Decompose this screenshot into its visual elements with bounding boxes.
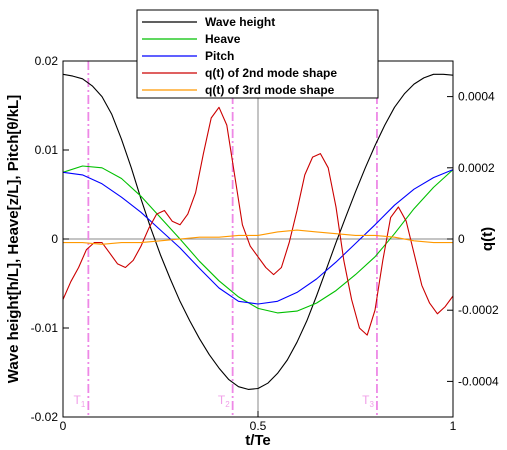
y-right-axis-title: q(t) <box>479 227 496 251</box>
series-line-5 <box>63 229 453 245</box>
y-left-tick-label-4: 0.02 <box>35 54 59 68</box>
x-tick-label-2: 1 <box>450 419 457 433</box>
y-right-tick-label-0: -0.0004 <box>458 374 499 388</box>
y-left-axis-title: Wave height[h/L], Heave[z/L], Pitch[θ/kL… <box>5 95 22 383</box>
legend-label-4: q(t) of 2nd mode shape <box>205 66 337 80</box>
legend-box <box>136 9 379 99</box>
series-line-3 <box>62 169 454 305</box>
x-tick-label-0: 0 <box>60 419 67 433</box>
series-lines <box>62 73 454 390</box>
ticks: 0 0.5 1 -0.02 -0.01 0 0.01 0.02 -0.0004 -0.0002 0 0… <box>31 54 499 433</box>
legend-label-1: Wave height <box>205 15 275 29</box>
y-left-tick-label-1: -0.01 <box>31 321 59 335</box>
y-right-tick-label-4: 0.0004 <box>458 90 495 104</box>
y-right-tick-label-3: 0.0002 <box>458 161 495 175</box>
series-line-1 <box>62 73 454 390</box>
marker-label-main-3: T <box>362 393 370 407</box>
legend-label-2: Heave <box>205 32 241 46</box>
y-right-tick-label-2: 0 <box>458 232 465 246</box>
legend: Wave height Heave Pitch q(t) of 2nd mode sh… <box>136 9 379 99</box>
vertical-markers: T1 T2 T3 <box>74 61 378 417</box>
marker-label-3: T3 <box>362 393 374 409</box>
series-line-4 <box>62 106 454 336</box>
marker-label-main-2: T <box>218 393 226 407</box>
marker-label-main-1: T <box>74 393 82 407</box>
legend-label-3: Pitch <box>205 49 234 63</box>
grid <box>63 61 453 417</box>
marker-label-sub-2: 2 <box>225 400 230 409</box>
x-tick-label-1: 0.5 <box>250 419 267 433</box>
x-axis-title: t/Te <box>245 432 271 449</box>
marker-label-sub-1: 1 <box>81 400 86 409</box>
series-line-2 <box>62 165 454 314</box>
marker-label-2: T2 <box>218 393 230 409</box>
legend-label-5: q(t) of 3rd mode shape <box>205 83 335 97</box>
y-left-tick-label-3: 0.01 <box>35 143 59 157</box>
y-left-tick-label-0: -0.02 <box>31 410 59 424</box>
marker-label-1: T1 <box>74 393 86 409</box>
y-left-tick-label-2: 0 <box>51 232 58 246</box>
y-right-tick-label-1: -0.0002 <box>458 303 499 317</box>
marker-label-sub-3: 3 <box>369 400 374 409</box>
